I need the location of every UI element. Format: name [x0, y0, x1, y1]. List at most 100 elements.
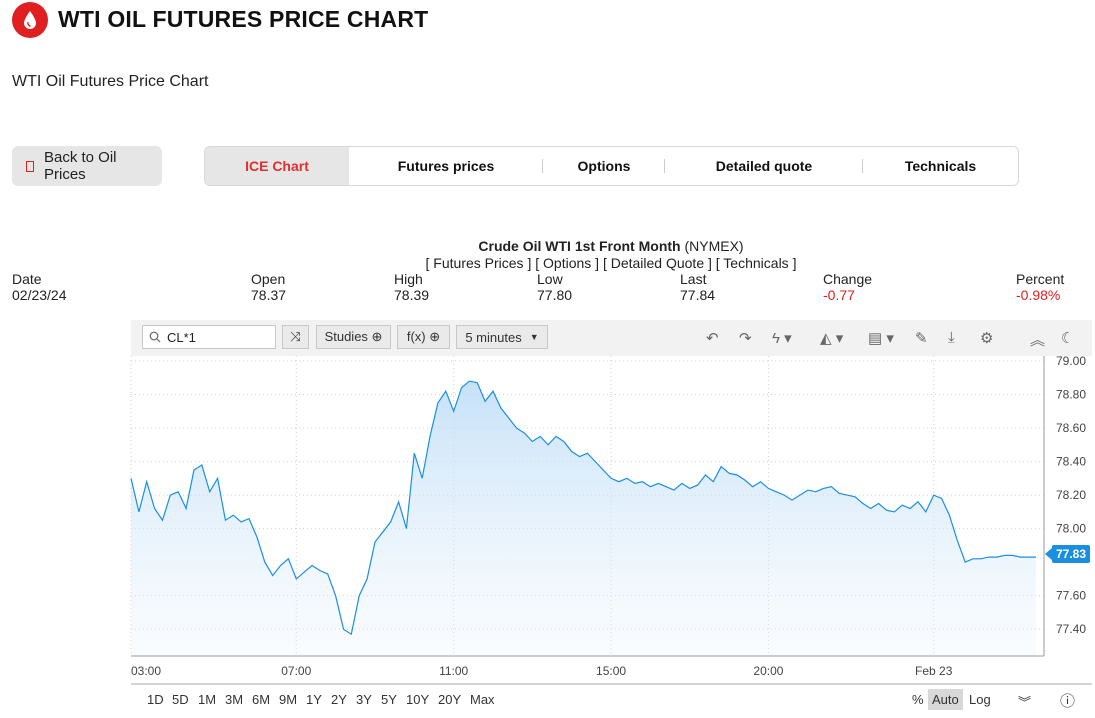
- last-price-badge: 77.83: [1045, 545, 1090, 563]
- back-icon: [26, 160, 34, 172]
- help-icon[interactable]: ⓘ: [1060, 693, 1076, 710]
- quote-change: Change -0.77: [823, 271, 872, 303]
- range-1d-button[interactable]: 1D: [147, 692, 164, 707]
- range-1y-button[interactable]: 1Y: [306, 692, 322, 707]
- percent-scale-button[interactable]: %: [912, 692, 924, 707]
- tab-options[interactable]: Options: [543, 147, 665, 185]
- events-icon[interactable]: ϟ ▾: [772, 330, 792, 347]
- link-futures-prices[interactable]: [ Futures Prices ]: [425, 255, 532, 271]
- range-9m-button[interactable]: 9M: [279, 692, 298, 707]
- page-subtitle: WTI Oil Futures Price Chart: [12, 73, 209, 90]
- chart-tabs: ICE Chart Futures prices Options Detaile…: [204, 146, 1019, 186]
- undo-icon[interactable]: ↶: [706, 330, 719, 347]
- quote-value: -0.98%: [1016, 287, 1061, 303]
- quote-open: Open 78.37: [251, 271, 286, 303]
- range-3m-button[interactable]: 3M: [225, 692, 244, 707]
- range-10y-button[interactable]: 10Y: [406, 692, 430, 707]
- link-options[interactable]: [ Options ]: [535, 255, 600, 271]
- range-20y-button[interactable]: 20Y: [438, 692, 462, 707]
- quote-label: Date: [12, 271, 42, 287]
- download-icon[interactable]: ⤓: [948, 329, 955, 346]
- y-tick-label: 77.60: [1056, 589, 1086, 603]
- expand-down-icon[interactable]: ︾: [1018, 695, 1032, 710]
- tab-ice-chart[interactable]: ICE Chart: [205, 147, 349, 185]
- quote-label: High: [394, 271, 423, 287]
- instrument-name: Crude Oil WTI 1st Front Month: [478, 238, 681, 254]
- quote-low: Low 77.80: [537, 271, 572, 303]
- x-tick-label: 20:00: [753, 664, 783, 678]
- tab-label: ICE Chart: [245, 158, 309, 174]
- x-tick-label: Feb 23: [915, 664, 953, 678]
- collapse-icon[interactable]: ︽: [1030, 332, 1046, 349]
- x-tick-label: 15:00: [596, 664, 626, 678]
- functions-button[interactable]: f(x) ⊕: [397, 325, 450, 349]
- y-tick-label: 77.40: [1056, 622, 1086, 636]
- studies-button[interactable]: Studies ⊕: [316, 325, 391, 349]
- instrument-links: [ Futures Prices ] [ Options ] [ Detaile…: [0, 255, 1095, 271]
- price-chart: 79.00 78.80 78.60 78.40 78.20 78.00 77.60 77.40…: [130, 356, 1092, 685]
- range-max-button[interactable]: Max: [470, 692, 495, 707]
- drop-icon: [24, 11, 36, 29]
- interval-select[interactable]: 5 minutes ▼: [456, 325, 548, 349]
- link-detailed-quote[interactable]: [ Detailed Quote ]: [602, 255, 712, 271]
- instrument-exchange: (NYMEX): [684, 238, 744, 254]
- quote-value: 78.37: [251, 287, 287, 303]
- range-6m-button[interactable]: 6M: [252, 692, 271, 707]
- compare-button[interactable]: ⤨: [282, 325, 309, 349]
- price-area: [131, 381, 1036, 656]
- y-tick-label: 78.40: [1056, 455, 1086, 469]
- quote-percent: Percent -0.98%: [1016, 271, 1064, 303]
- price-line: [130, 380, 1036, 636]
- back-to-oil-prices-button[interactable]: Back to Oil Prices: [12, 146, 162, 186]
- x-tick-label: 07:00: [281, 664, 311, 678]
- instrument-heading: Crude Oil WTI 1st Front Month (NYMEX): [0, 238, 1095, 254]
- quote-high: High 78.39: [394, 271, 429, 303]
- quote-value: 02/23/24: [12, 287, 67, 303]
- symbol-value: CL*1: [167, 329, 196, 345]
- page-title: WTI OIL FUTURES PRICE CHART: [58, 6, 429, 32]
- y-tick-label: 78.80: [1056, 388, 1086, 402]
- range-1m-button[interactable]: 1M: [198, 692, 217, 707]
- tab-label: Detailed quote: [715, 158, 813, 174]
- y-tick-label: 78.00: [1056, 522, 1086, 536]
- settings-icon[interactable]: ⚙: [980, 330, 994, 347]
- quote-label: Change: [823, 271, 873, 287]
- redo-icon[interactable]: ↷: [739, 330, 752, 347]
- back-button-label: Back to Oil Prices: [43, 149, 117, 183]
- range-3y-button[interactable]: 3Y: [356, 692, 372, 707]
- x-tick-label: 11:00: [439, 664, 468, 678]
- tab-label: Technicals: [904, 158, 977, 174]
- x-tick-label: 03:00: [131, 664, 161, 678]
- quote-date: Date 02/23/24: [12, 271, 67, 303]
- chart-type-icon[interactable]: ◭ ▾: [820, 330, 844, 347]
- y-tick-label: 78.20: [1056, 488, 1086, 502]
- draw-icon[interactable]: ✎: [915, 330, 928, 347]
- dark-mode-icon[interactable]: ☾: [1061, 330, 1075, 347]
- quote-label: Low: [537, 271, 563, 287]
- search-icon: [149, 331, 161, 343]
- shuffle-icon: ⤨: [290, 329, 301, 344]
- oil-drop-logo: [12, 2, 48, 38]
- quote-value: 77.84: [680, 287, 716, 303]
- quote-label: Last: [680, 271, 707, 287]
- quote-value: 78.39: [394, 287, 430, 303]
- auto-scale-button[interactable]: Auto: [928, 689, 963, 710]
- y-tick-label: 79.00: [1056, 356, 1086, 368]
- range-5y-button[interactable]: 5Y: [381, 692, 397, 707]
- tab-label: Futures prices: [397, 158, 495, 174]
- range-5d-button[interactable]: 5D: [172, 692, 189, 707]
- symbol-search-input[interactable]: CL*1: [142, 325, 276, 349]
- tab-detailed-quote[interactable]: Detailed quote: [665, 147, 863, 185]
- display-icon[interactable]: ▤ ▾: [868, 330, 894, 347]
- quote-label: Percent: [1016, 271, 1065, 287]
- tab-label: Options: [577, 158, 631, 174]
- range-2y-button[interactable]: 2Y: [331, 692, 347, 707]
- tab-futures-prices[interactable]: Futures prices: [349, 147, 543, 185]
- tab-technicals[interactable]: Technicals: [863, 147, 1018, 185]
- quote-value: 77.80: [537, 287, 573, 303]
- log-scale-button[interactable]: Log: [969, 692, 991, 707]
- y-tick-label: 78.60: [1056, 421, 1086, 435]
- link-technicals[interactable]: [ Technicals ]: [715, 255, 797, 271]
- quote-last: Last 77.84: [680, 271, 715, 303]
- chevron-down-icon: ▼: [529, 332, 539, 342]
